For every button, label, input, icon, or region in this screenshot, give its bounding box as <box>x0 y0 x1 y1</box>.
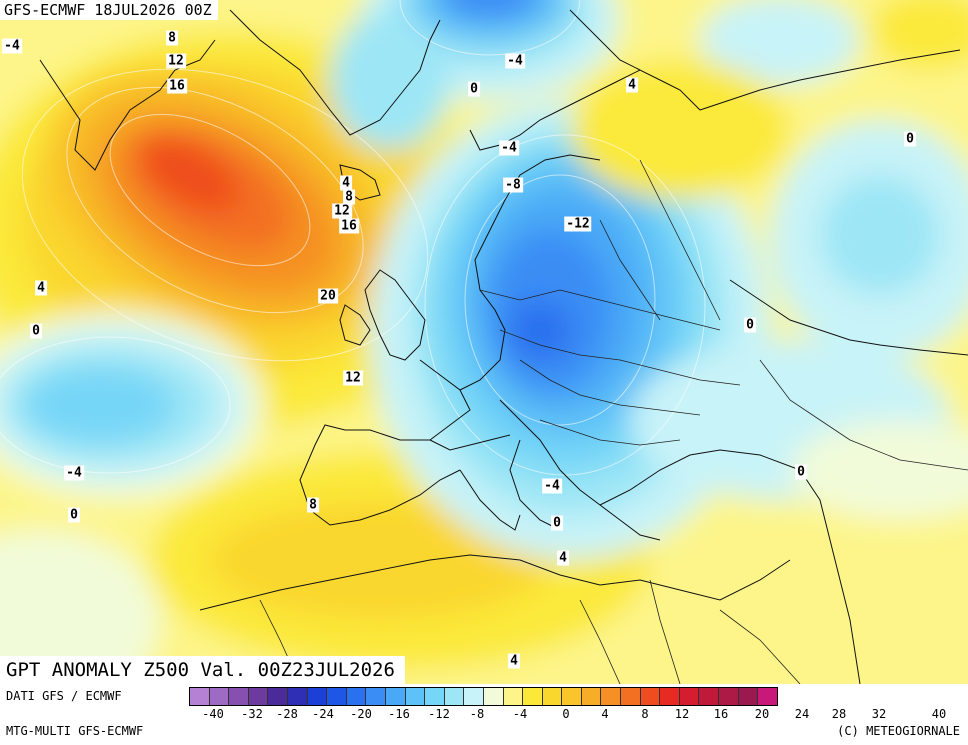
scale-tick-label: 16 <box>713 707 729 721</box>
contour-label: -8 <box>503 177 523 193</box>
contour-label: 4 <box>340 175 352 191</box>
scale-tick-label: 32 <box>871 707 887 721</box>
contour-label: -4 <box>505 53 525 69</box>
color-swatch <box>699 688 720 705</box>
color-swatch <box>190 688 210 705</box>
scale-tick-label: -16 <box>388 707 410 721</box>
color-swatch <box>679 688 700 705</box>
scale-tick-label: -8 <box>469 707 485 721</box>
scale-tick-label: -40 <box>202 707 224 721</box>
color-swatch <box>581 688 602 705</box>
color-swatch <box>758 688 777 705</box>
color-swatch <box>621 688 641 705</box>
contour-label: -4 <box>499 140 519 156</box>
contour-label: 8 <box>307 497 319 513</box>
scale-tick-label: 8 <box>641 707 649 721</box>
scale-tick-label: -12 <box>428 707 450 721</box>
contour-label: 0 <box>68 507 80 523</box>
data-source-label: DATI GFS / ECMWF <box>6 689 122 703</box>
contour-label: 4 <box>508 653 520 669</box>
color-swatch <box>307 688 328 705</box>
scale-tick-label: 20 <box>754 707 770 721</box>
color-swatch <box>503 688 524 705</box>
color-swatch <box>562 688 582 705</box>
contour-label: 0 <box>30 323 42 339</box>
scale-tick-label: 24 <box>794 707 810 721</box>
copyright-label: (C) METEOGIORNALE <box>837 724 960 738</box>
contour-label: 20 <box>318 288 338 304</box>
scale-tick-label: -28 <box>276 707 298 721</box>
color-swatch <box>268 688 288 705</box>
color-swatch <box>287 688 308 705</box>
run-header: GFS-ECMWF 18JUL2026 00Z <box>0 0 218 20</box>
anomaly-field <box>0 0 968 684</box>
contour-label: 0 <box>744 317 756 333</box>
anomaly-map: -4 8 12 16 -4 0 4 0 -4 -8 -12 4 8 12 16 … <box>0 0 968 684</box>
color-swatch <box>385 688 406 705</box>
scale-tick-label: -4 <box>512 707 528 721</box>
color-swatch <box>327 688 347 705</box>
color-swatch <box>405 688 426 705</box>
contour-label: 12 <box>332 203 352 219</box>
contour-label: 4 <box>626 77 638 93</box>
color-swatch <box>601 688 622 705</box>
color-swatch <box>660 688 680 705</box>
color-swatch <box>209 688 230 705</box>
color-swatch <box>464 688 484 705</box>
color-swatch <box>444 688 465 705</box>
color-swatch <box>640 688 661 705</box>
contour-label: 0 <box>468 81 480 97</box>
contour-label: 8 <box>343 189 355 205</box>
color-swatch <box>346 688 367 705</box>
color-swatch <box>366 688 386 705</box>
color-swatch <box>483 688 504 705</box>
color-swatch <box>719 688 739 705</box>
contour-label: 0 <box>795 464 807 480</box>
scale-tick-label: -24 <box>312 707 334 721</box>
contour-label: 12 <box>343 370 363 386</box>
color-scale-bar <box>189 687 778 706</box>
scale-tick-label: -32 <box>241 707 263 721</box>
contour-label: 8 <box>166 30 178 46</box>
contour-label: 4 <box>35 280 47 296</box>
color-swatch <box>248 688 269 705</box>
scale-tick-label: 40 <box>931 707 947 721</box>
contour-label: 0 <box>551 515 563 531</box>
contour-label: -12 <box>564 216 592 232</box>
scale-tick-label: 4 <box>601 707 609 721</box>
contour-label: 16 <box>339 218 359 234</box>
scale-tick-label: 0 <box>562 707 570 721</box>
color-swatch <box>738 688 759 705</box>
color-swatch <box>523 688 543 705</box>
scale-tick-label: 12 <box>674 707 690 721</box>
color-swatch <box>425 688 445 705</box>
color-swatch <box>229 688 249 705</box>
contour-label: 4 <box>557 550 569 566</box>
scale-tick-label: -20 <box>350 707 372 721</box>
color-scale-ticks: -40 -32 -28 -24 -20 -16 -12 -8 -4 0 4 8 12 16 20 24 28 32… <box>189 707 968 723</box>
contour-label: 0 <box>904 131 916 147</box>
color-swatch <box>542 688 563 705</box>
contour-label: -4 <box>64 465 84 481</box>
contour-label: 12 <box>166 53 186 69</box>
contour-label: 16 <box>167 78 187 94</box>
scale-tick-label: 28 <box>831 707 847 721</box>
contour-label: -4 <box>542 478 562 494</box>
model-label: MTG-MULTI GFS-ECMWF <box>6 724 144 738</box>
contour-label: -4 <box>2 38 22 54</box>
map-title: GPT ANOMALY Z500 Val. 00Z23JUL2026 <box>0 656 405 684</box>
